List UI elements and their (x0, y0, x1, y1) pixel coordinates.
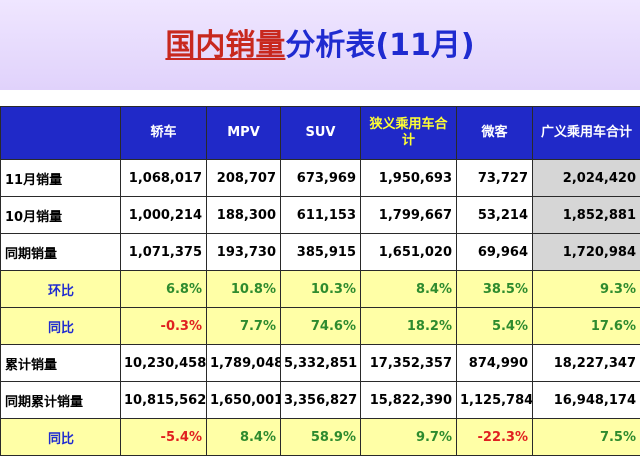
table-cell: 74.6% (281, 308, 361, 345)
table-cell: 17,352,357 (361, 345, 457, 382)
table-row: 10月销量 1,000,214 188,300 611,153 1,799,66… (1, 197, 640, 234)
table-cell: 18.2% (361, 308, 457, 345)
row-label: 累计销量 (1, 345, 121, 382)
page-title: 国内销量分析表(11月) (0, 20, 640, 64)
col-header-suv: SUV (281, 107, 361, 160)
table-cell: 1,651,020 (361, 234, 457, 271)
table-cell: 8.4% (207, 419, 281, 456)
table-cell: 1,000,214 (121, 197, 207, 234)
table-cell: 9.3% (533, 271, 640, 308)
table-cell: 7.5% (533, 419, 640, 456)
col-header-broad-total: 广义乘用车合计 (533, 107, 640, 160)
table-cell: 38.5% (457, 271, 533, 308)
table-cell: 53,214 (457, 197, 533, 234)
table-cell: 1,789,048 (207, 345, 281, 382)
table-cell: 673,969 (281, 160, 361, 197)
table-cell: 1,650,001 (207, 382, 281, 419)
table-cell: 1,720,984 (533, 234, 640, 271)
row-label: 同比 (1, 419, 121, 456)
table-cell: 611,153 (281, 197, 361, 234)
table-cell: 874,990 (457, 345, 533, 382)
table-cell: 15,822,390 (361, 382, 457, 419)
table-cell: -0.3% (121, 308, 207, 345)
header-row: 轿车 MPV SUV 狭义乘用车合计 微客 广义乘用车合计 (1, 107, 640, 160)
table-cell: 8.4% (361, 271, 457, 308)
row-label: 同期销量 (1, 234, 121, 271)
row-label: 11月销量 (1, 160, 121, 197)
table-cell: 10.8% (207, 271, 281, 308)
table-cell: 3,356,827 (281, 382, 361, 419)
table-row: 环比 6.8% 10.8% 10.3% 8.4% 38.5% 9.3% (1, 271, 640, 308)
table-cell: 1,071,375 (121, 234, 207, 271)
table-cell: 5.4% (457, 308, 533, 345)
col-header-mpv: MPV (207, 107, 281, 160)
sales-table: 轿车 MPV SUV 狭义乘用车合计 微客 广义乘用车合计 11月销量 1,06… (0, 106, 640, 456)
table-cell: 1,799,667 (361, 197, 457, 234)
table-cell: 58.9% (281, 419, 361, 456)
col-header-narrow-total: 狭义乘用车合计 (361, 107, 457, 160)
title-highlight: 国内销量 (165, 28, 285, 63)
title-rest: 分析表(11月) (285, 28, 474, 63)
table-cell: 10,230,458 (121, 345, 207, 382)
table-cell: 5,332,851 (281, 345, 361, 382)
table-cell: 9.7% (361, 419, 457, 456)
table-cell: 18,227,347 (533, 345, 640, 382)
table-row: 累计销量 10,230,458 1,789,048 5,332,851 17,3… (1, 345, 640, 382)
table-cell: 6.8% (121, 271, 207, 308)
col-header-minivan: 微客 (457, 107, 533, 160)
table-cell: -22.3% (457, 419, 533, 456)
table-cell: 385,915 (281, 234, 361, 271)
row-label: 环比 (1, 271, 121, 308)
table-row: 同期累计销量 10,815,562 1,650,001 3,356,827 15… (1, 382, 640, 419)
table-row: 同期销量 1,071,375 193,730 385,915 1,651,020… (1, 234, 640, 271)
table-cell: 1,125,784 (457, 382, 533, 419)
table-cell: 10,815,562 (121, 382, 207, 419)
table-row: 同比 -5.4% 8.4% 58.9% 9.7% -22.3% 7.5% (1, 419, 640, 456)
row-label: 同比 (1, 308, 121, 345)
table-row: 11月销量 1,068,017 208,707 673,969 1,950,69… (1, 160, 640, 197)
table-cell: 1,852,881 (533, 197, 640, 234)
table-cell: 188,300 (207, 197, 281, 234)
table-cell: 7.7% (207, 308, 281, 345)
table-cell: 69,964 (457, 234, 533, 271)
table-cell: 16,948,174 (533, 382, 640, 419)
table-cell: 10.3% (281, 271, 361, 308)
table-cell: 17.6% (533, 308, 640, 345)
col-header-sedan: 轿车 (121, 107, 207, 160)
table-cell: -5.4% (121, 419, 207, 456)
table-cell: 1,068,017 (121, 160, 207, 197)
row-label: 同期累计销量 (1, 382, 121, 419)
table-cell: 2,024,420 (533, 160, 640, 197)
header-corner (1, 107, 121, 160)
table-cell: 1,950,693 (361, 160, 457, 197)
row-label: 10月销量 (1, 197, 121, 234)
table-cell: 208,707 (207, 160, 281, 197)
table-row: 同比 -0.3% 7.7% 74.6% 18.2% 5.4% 17.6% (1, 308, 640, 345)
table-cell: 73,727 (457, 160, 533, 197)
table-cell: 193,730 (207, 234, 281, 271)
